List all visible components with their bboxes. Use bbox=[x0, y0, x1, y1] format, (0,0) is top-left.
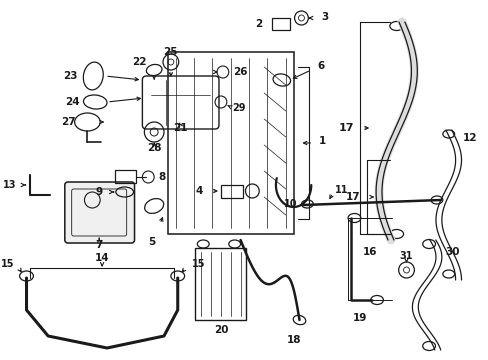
Text: 20: 20 bbox=[213, 325, 228, 335]
Text: 28: 28 bbox=[146, 143, 161, 153]
Bar bbox=[167, 52, 293, 234]
Text: 21: 21 bbox=[173, 123, 187, 133]
FancyBboxPatch shape bbox=[65, 182, 134, 243]
Text: 11: 11 bbox=[334, 185, 347, 195]
Bar bbox=[271, 18, 289, 30]
Text: 1: 1 bbox=[319, 136, 325, 146]
Text: 19: 19 bbox=[352, 313, 367, 323]
Text: 27: 27 bbox=[61, 117, 76, 127]
Text: 12: 12 bbox=[462, 133, 476, 143]
Text: 9: 9 bbox=[96, 187, 103, 197]
Text: 18: 18 bbox=[286, 335, 300, 345]
Text: 13: 13 bbox=[3, 180, 17, 190]
Bar bbox=[115, 170, 136, 183]
Text: 7: 7 bbox=[95, 240, 102, 250]
Text: 22: 22 bbox=[132, 57, 146, 67]
Text: 3: 3 bbox=[321, 12, 327, 22]
Text: 24: 24 bbox=[65, 97, 80, 107]
Text: 4: 4 bbox=[196, 186, 203, 196]
Text: 23: 23 bbox=[63, 71, 78, 81]
Text: 29: 29 bbox=[232, 103, 246, 113]
Text: 17: 17 bbox=[338, 123, 354, 133]
Text: 26: 26 bbox=[232, 67, 247, 77]
Text: 10: 10 bbox=[284, 199, 297, 209]
Bar bbox=[195, 248, 246, 320]
Text: 25: 25 bbox=[163, 47, 178, 57]
Text: 15: 15 bbox=[191, 259, 204, 269]
Bar bbox=[221, 185, 242, 198]
Text: 8: 8 bbox=[158, 172, 165, 182]
Text: 6: 6 bbox=[317, 61, 324, 71]
Text: 30: 30 bbox=[444, 247, 458, 257]
Text: 15: 15 bbox=[1, 259, 15, 269]
Text: 31: 31 bbox=[399, 251, 412, 261]
Text: 16: 16 bbox=[362, 247, 377, 257]
Text: 2: 2 bbox=[254, 19, 262, 29]
Text: 5: 5 bbox=[148, 237, 156, 247]
Text: 14: 14 bbox=[95, 253, 109, 263]
Text: 17: 17 bbox=[345, 192, 360, 202]
